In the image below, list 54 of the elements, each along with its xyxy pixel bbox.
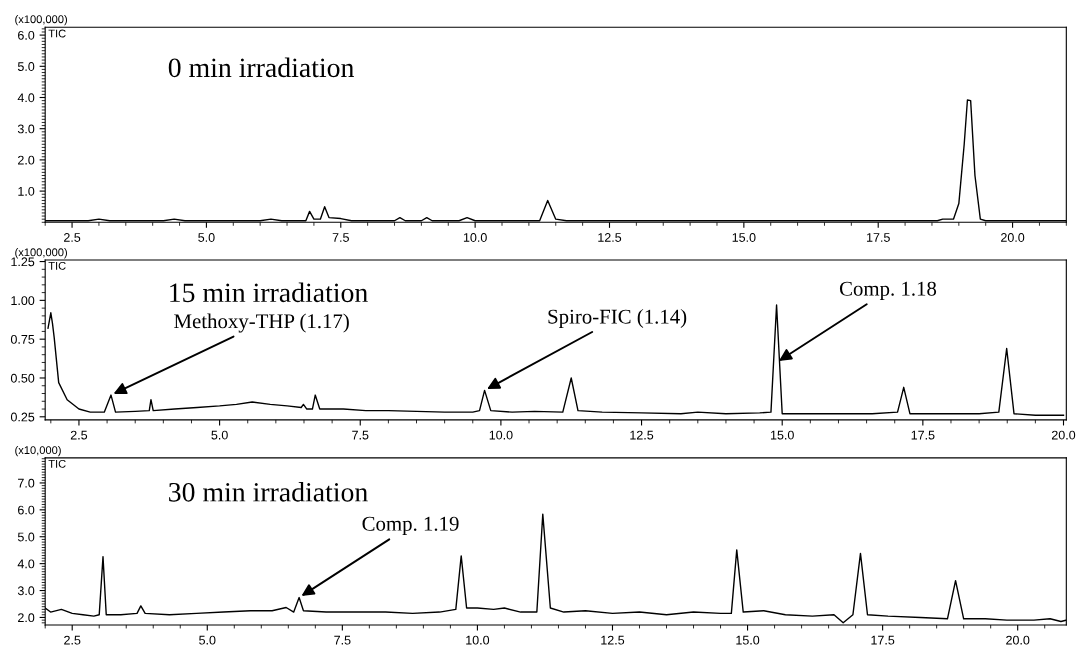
x-tick-label: 5.0 bbox=[211, 430, 228, 440]
y-tick-label: 4.0 bbox=[17, 93, 35, 103]
y-tick-label: 2.0 bbox=[18, 613, 35, 623]
x-tick-label: 10.0 bbox=[466, 635, 490, 645]
x-tick-label: 15.0 bbox=[736, 635, 760, 645]
y-tick-label: 2.0 bbox=[18, 155, 35, 165]
y-tick-label: 6.0 bbox=[18, 505, 35, 515]
annotation: TIC bbox=[48, 261, 66, 270]
x-tick-label: 2.5 bbox=[64, 233, 81, 242]
y-tick-label: 1.0 bbox=[18, 186, 35, 196]
x-tick-label: 15.0 bbox=[732, 233, 756, 242]
x-tick-label: 12.5 bbox=[630, 430, 654, 440]
annotation: Methoxy-THP (1.17) bbox=[174, 313, 349, 333]
x-tick-label: 2.5 bbox=[70, 430, 88, 440]
x-tick-label: 12.5 bbox=[601, 635, 625, 645]
x-tick-label: 2.5 bbox=[64, 635, 81, 645]
text: (x100,000) bbox=[15, 248, 67, 259]
y-tick-label: 1.00 bbox=[11, 296, 35, 306]
y-tick-label: 0.50 bbox=[10, 373, 35, 383]
x-tick-label: 20.0 bbox=[1051, 430, 1076, 440]
x-tick-label: 5.0 bbox=[198, 233, 215, 242]
y-tick-label: 6.0 bbox=[18, 30, 35, 40]
x-tick-label: 20.0 bbox=[1006, 635, 1030, 645]
y-tick-label: 0.75 bbox=[10, 334, 35, 344]
annotation: Comp. 1.18 bbox=[839, 281, 937, 300]
x-tick-label: 10.0 bbox=[463, 233, 487, 242]
text: 0 min irradiation bbox=[168, 57, 354, 78]
text: (x100,000) bbox=[15, 14, 67, 26]
x-tick-label: 7.5 bbox=[352, 430, 369, 440]
x-tick-label: 12.5 bbox=[598, 233, 622, 242]
x-tick-label: 20.0 bbox=[1001, 233, 1025, 242]
x-tick-label: 10.0 bbox=[489, 430, 513, 440]
x-tick-label: 7.5 bbox=[334, 635, 351, 645]
y-tick-label: 0.25 bbox=[10, 412, 35, 422]
text: 30 min irradiation bbox=[169, 482, 368, 502]
annotation: Spiro-FIC (1.14) bbox=[548, 309, 687, 328]
y-tick-label: 3.0 bbox=[17, 124, 35, 134]
x-tick-label: 5.0 bbox=[199, 635, 216, 645]
annotation: TIC bbox=[48, 459, 66, 468]
x-tick-label: 15.0 bbox=[770, 430, 794, 440]
annotation: Comp. 1.19 bbox=[362, 516, 459, 536]
x-tick-label: 17.5 bbox=[867, 233, 890, 242]
text: (x10,000) bbox=[15, 445, 61, 457]
x-tick-label: 7.5 bbox=[332, 233, 349, 242]
y-tick-label: 7.0 bbox=[18, 478, 35, 488]
y-tick-label: 3.0 bbox=[17, 586, 35, 596]
y-tick-label: 5.0 bbox=[17, 532, 35, 542]
text: 15 min irradiation bbox=[170, 282, 368, 303]
y-tick-label: 5.0 bbox=[17, 62, 35, 71]
y-tick-label: 4.0 bbox=[17, 559, 35, 569]
x-tick-label: 17.5 bbox=[911, 430, 935, 440]
x-tick-label: 17.5 bbox=[871, 635, 895, 645]
y-tick-label: 1.25 bbox=[11, 257, 35, 267]
annotation: TIC bbox=[48, 29, 66, 38]
